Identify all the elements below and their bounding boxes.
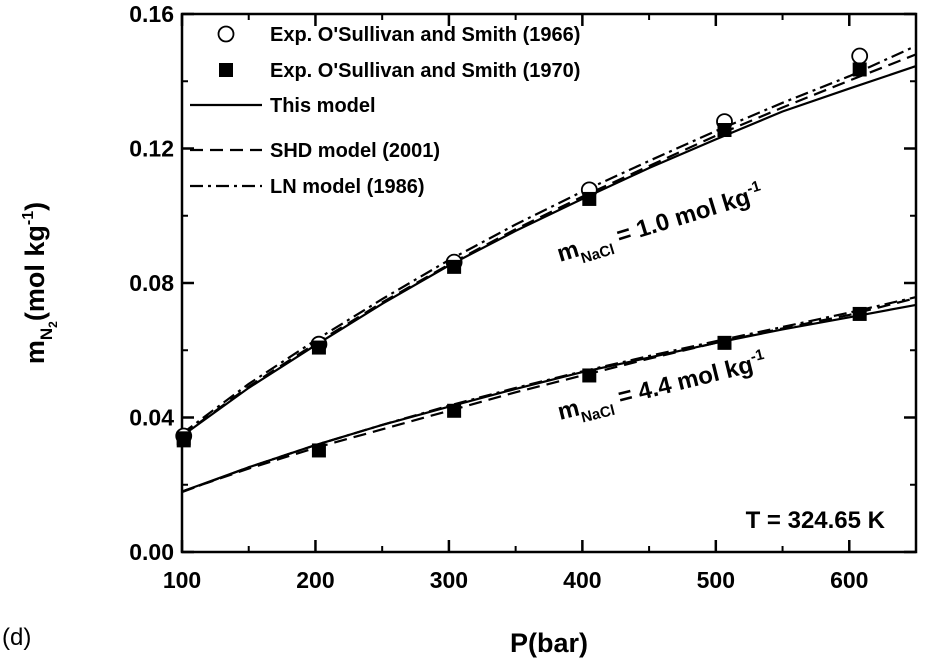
data-markers <box>175 47 869 458</box>
legend-label: LN model (1986) <box>270 176 424 198</box>
y-tick-label: 0.04 <box>129 405 174 431</box>
curve-dashdot-nacl-1-0 <box>181 44 917 435</box>
curve-solid-nacl-1-0 <box>181 65 917 437</box>
data-point-1970 <box>311 340 326 355</box>
x-axis-title: P(bar) <box>510 628 588 658</box>
data-point-1970 <box>717 123 732 138</box>
data-point-1970 <box>311 443 326 458</box>
y-tick-label: 0.08 <box>129 270 174 296</box>
legend-symbol-open-circle <box>217 25 235 43</box>
y-tick-label: 0.16 <box>129 1 174 27</box>
data-point-1970 <box>852 306 867 321</box>
x-tick-label: 500 <box>697 567 735 593</box>
x-tick-label: 400 <box>563 567 601 593</box>
data-point-1970 <box>582 368 597 383</box>
data-point-1970 <box>447 403 462 418</box>
x-tick-label: 200 <box>296 567 334 593</box>
legend-label: Exp. O'Sullivan and Smith (1970) <box>270 60 580 82</box>
legend-label: SHD model (2001) <box>270 140 440 162</box>
curve-solid-nacl-4-4 <box>181 303 917 493</box>
x-tick-label: 600 <box>830 567 868 593</box>
panel-label: (d) <box>2 624 31 651</box>
x-tick-label: 300 <box>430 567 468 593</box>
data-point-1970 <box>852 62 867 77</box>
annotation-nacl-4-4: mNaCl = 4.4 mol kg-1 <box>554 346 770 432</box>
legend: Exp. O'Sullivan and Smith (1966) Exp. O'S… <box>190 24 580 198</box>
data-point-1970 <box>582 191 597 206</box>
data-point-1970 <box>717 335 732 350</box>
data-point-1970 <box>447 259 462 274</box>
data-point-1970 <box>176 433 191 448</box>
legend-label: Exp. O'Sullivan and Smith (1966) <box>270 24 580 46</box>
model-curves <box>181 44 917 494</box>
curve-dashdot-nacl-4-4 <box>181 296 917 494</box>
y-tick-label: 0.00 <box>129 539 174 565</box>
x-tick-label: 100 <box>163 567 201 593</box>
y-axis-title: mN2(mol kg-1) <box>20 202 60 364</box>
axis-ticks: 100 200 300 400 500 600 0.00 0.04 0.08 0.12 0.16 <box>129 1 916 593</box>
temperature-label: T = 324.65 K <box>746 507 886 534</box>
legend-label: This model <box>270 95 376 117</box>
y-tick-label: 0.12 <box>129 136 174 162</box>
curve-dashed-nacl-4-4 <box>181 297 917 493</box>
data-point-1966 <box>851 47 869 65</box>
legend-symbol-filled-square <box>219 63 233 77</box>
curve-dashed-nacl-1-0 <box>181 53 917 437</box>
